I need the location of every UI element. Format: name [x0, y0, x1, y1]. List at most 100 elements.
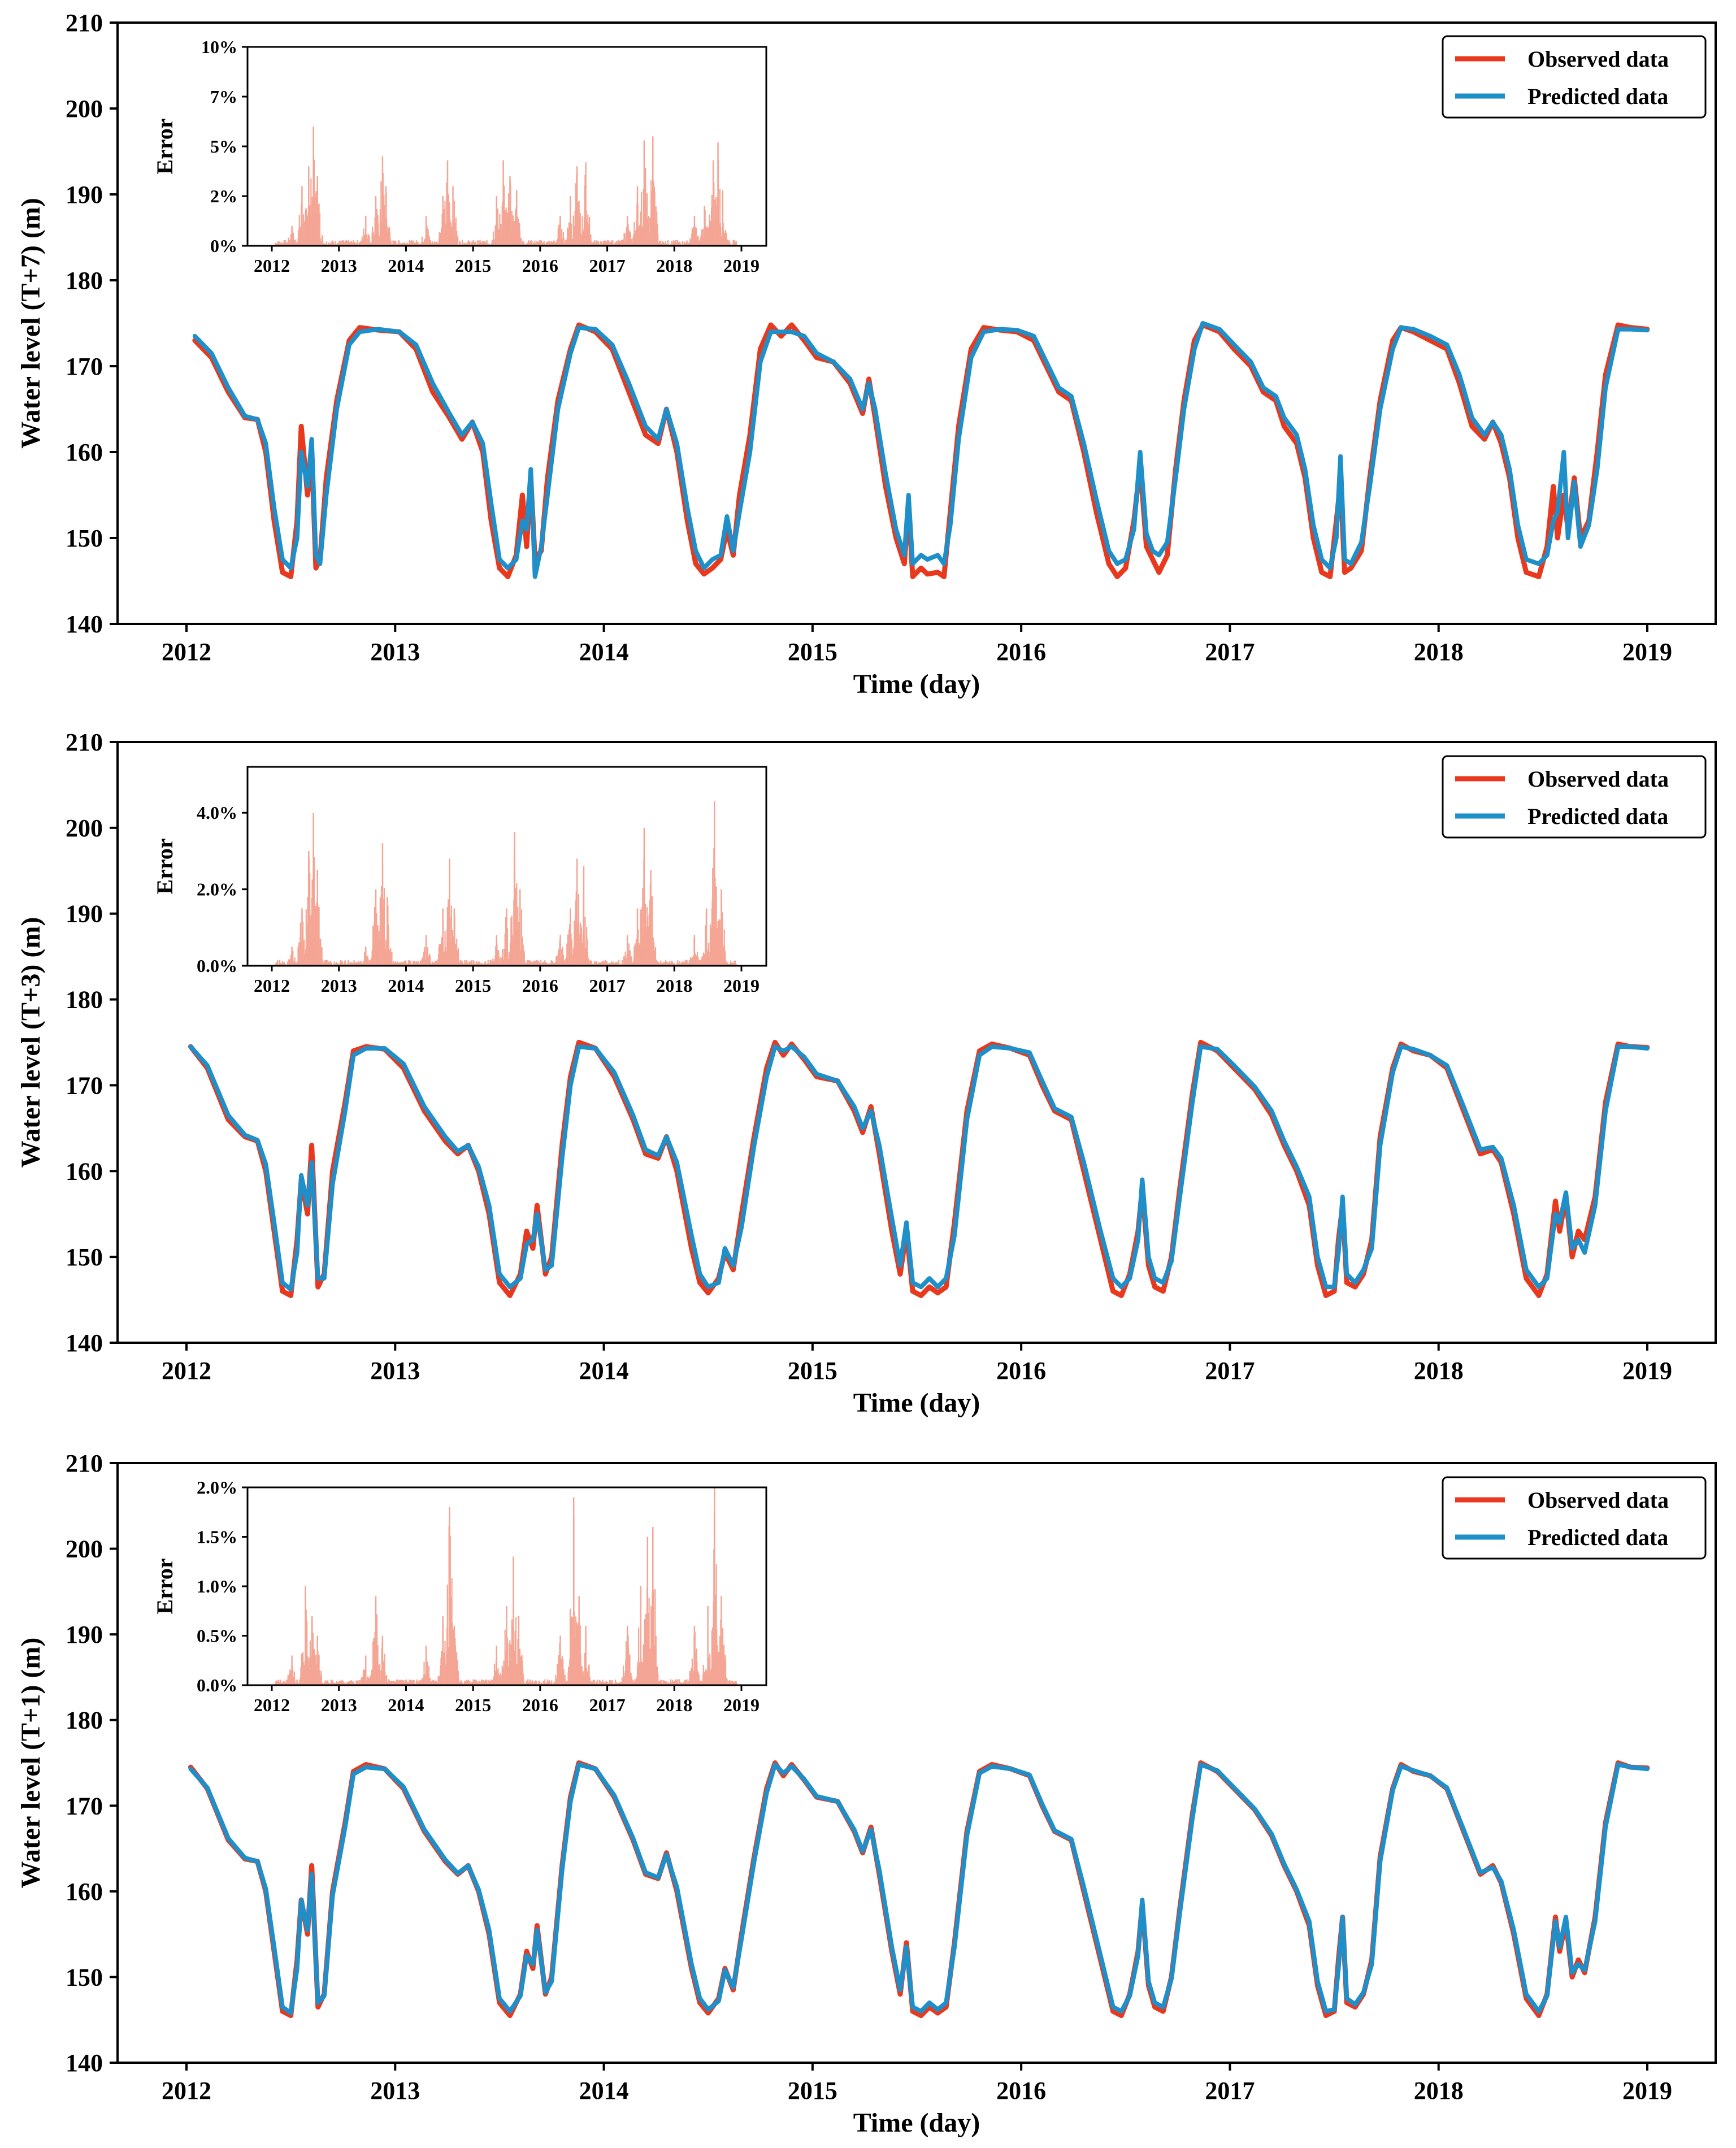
y-tick-label: 190 — [66, 181, 103, 209]
x-tick-label: 2014 — [579, 2077, 629, 2104]
y-axis-title: Water level (T+7) (m) — [16, 198, 46, 449]
x-tick-label: 2014 — [579, 1357, 629, 1385]
inset-y-tick-label: 0.0% — [197, 956, 237, 976]
inset-y-tick-label: 1.5% — [197, 1527, 237, 1547]
y-axis-title: Water level (T+1) (m) — [16, 1638, 46, 1889]
x-tick-label: 2014 — [579, 638, 629, 666]
inset-x-tick-label: 2017 — [589, 975, 626, 996]
inset-x-tick-label: 2013 — [321, 975, 357, 996]
x-tick-label: 2017 — [1205, 638, 1255, 666]
inset-x-tick-label: 2012 — [254, 255, 290, 276]
inset-error-chart: 2012 2013 2014 2015 2016 2017 2018 2019 0.0% 2.0%… — [152, 766, 767, 996]
x-tick-label: 2013 — [370, 638, 420, 666]
inset-y-tick-label: 4.0% — [197, 802, 237, 823]
y-tick-label: 200 — [66, 814, 103, 842]
panel-tplus1: 2012 2013 2014 2015 2016 2017 2018 2019 140 150 16… — [16, 1450, 1717, 2138]
inset-x-tick-label: 2015 — [455, 255, 491, 276]
x-tick-label: 2012 — [162, 638, 211, 666]
y-tick-label: 200 — [66, 1535, 103, 1563]
y-tick-label: 190 — [66, 1621, 103, 1648]
x-tick-label: 2016 — [996, 2077, 1046, 2104]
x-tick-label: 2015 — [788, 1357, 837, 1385]
predicted-series-line — [188, 1762, 1650, 2016]
plot-frame — [116, 21, 1717, 625]
inset-y-tick-label: 0% — [210, 236, 237, 256]
inset-frame — [246, 766, 767, 967]
plot-frame — [116, 1462, 1717, 2064]
y-tick-label: 170 — [66, 1792, 103, 1820]
inset-x-tick-label: 2014 — [388, 1695, 424, 1715]
inset-error-chart: 2012 2013 2014 2015 2016 2017 2018 2019 0.0% 0.5%… — [152, 1477, 767, 1715]
inset-x-tick-label: 2012 — [254, 975, 290, 996]
predicted-series-line — [188, 1044, 1650, 1292]
y-tick-label: 160 — [66, 1878, 103, 1906]
legend-box — [1442, 755, 1707, 839]
inset-x-tick-label: 2018 — [656, 255, 692, 276]
x-tick-label: 2016 — [996, 1357, 1046, 1385]
y-tick-label: 140 — [66, 610, 103, 638]
y-tick-label: 210 — [66, 1450, 103, 1477]
y-tick-label: 200 — [66, 95, 103, 123]
legend-box — [1442, 35, 1707, 119]
inset-x-tick-label: 2013 — [321, 255, 357, 276]
inset-y-tick-label: 2% — [210, 186, 237, 206]
predicted-series-line — [192, 321, 1650, 579]
inset-x-tick-label: 2018 — [656, 1695, 692, 1715]
y-tick-label: 160 — [66, 439, 103, 466]
y-tick-label: 180 — [66, 1707, 103, 1734]
y-tick-label: 190 — [66, 900, 103, 928]
x-tick-label: 2018 — [1414, 638, 1464, 666]
inset-x-tick-label: 2017 — [589, 255, 626, 276]
x-tick-label: 2017 — [1205, 2077, 1255, 2104]
inset-x-tick-label: 2019 — [723, 975, 760, 996]
inset-y-axis-title: Error — [152, 118, 177, 174]
inset-y-tick-label: 0.0% — [197, 1675, 237, 1695]
panel-tplus7: 2012 2013 2014 2015 2016 2017 2018 2019 140 150 16… — [16, 9, 1717, 699]
inset-x-tick-label: 2014 — [388, 255, 424, 276]
y-axis-title: Water level (T+3) (m) — [16, 917, 46, 1168]
inset-y-tick-label: 0.5% — [197, 1626, 237, 1646]
x-axis-title: Time (day) — [853, 1388, 980, 1418]
x-tick-label: 2015 — [788, 638, 837, 666]
inset-x-tick-label: 2012 — [254, 1695, 290, 1715]
y-tick-label: 210 — [66, 728, 103, 756]
legend-predicted-label: Predicted data — [1527, 804, 1668, 829]
inset-y-tick-label: 7% — [210, 86, 237, 107]
plot-frame — [116, 741, 1717, 1344]
inset-x-tick-label: 2016 — [522, 975, 558, 996]
inset-x-tick-label: 2017 — [589, 1695, 626, 1715]
y-tick-label: 160 — [66, 1157, 103, 1185]
y-tick-label: 180 — [66, 267, 103, 294]
x-tick-label: 2019 — [1622, 2077, 1672, 2104]
inset-x-tick-label: 2015 — [455, 1695, 491, 1715]
y-tick-label: 150 — [66, 524, 103, 552]
legend-predicted-label: Predicted data — [1527, 1525, 1668, 1550]
inset-x-tick-label: 2018 — [656, 975, 692, 996]
x-tick-label: 2017 — [1205, 1357, 1255, 1385]
x-tick-label: 2012 — [162, 2077, 211, 2104]
legend-observed-label: Observed data — [1527, 766, 1669, 792]
x-tick-label: 2019 — [1622, 1357, 1672, 1385]
x-tick-label: 2019 — [1622, 638, 1672, 666]
y-tick-label: 140 — [66, 1329, 103, 1357]
y-tick-label: 180 — [66, 986, 103, 1014]
y-tick-label: 150 — [66, 1963, 103, 1991]
inset-y-tick-label: 10% — [201, 37, 237, 57]
x-axis-title: Time (day) — [853, 2108, 980, 2138]
y-tick-label: 210 — [66, 9, 103, 37]
inset-x-tick-label: 2015 — [455, 975, 491, 996]
x-tick-label: 2015 — [788, 2077, 837, 2104]
x-tick-label: 2013 — [370, 2077, 420, 2104]
inset-y-tick-label: 2.0% — [197, 879, 237, 900]
legend-box — [1442, 1476, 1707, 1560]
legend-predicted-label: Predicted data — [1527, 84, 1668, 109]
x-tick-label: 2018 — [1414, 1357, 1464, 1385]
inset-y-axis-title: Error — [152, 1558, 177, 1614]
x-axis-title: Time (day) — [853, 669, 980, 699]
inset-y-tick-label: 5% — [210, 136, 237, 157]
x-tick-label: 2012 — [162, 1357, 211, 1385]
x-tick-label: 2018 — [1414, 2077, 1464, 2104]
y-tick-label: 140 — [66, 2049, 103, 2077]
